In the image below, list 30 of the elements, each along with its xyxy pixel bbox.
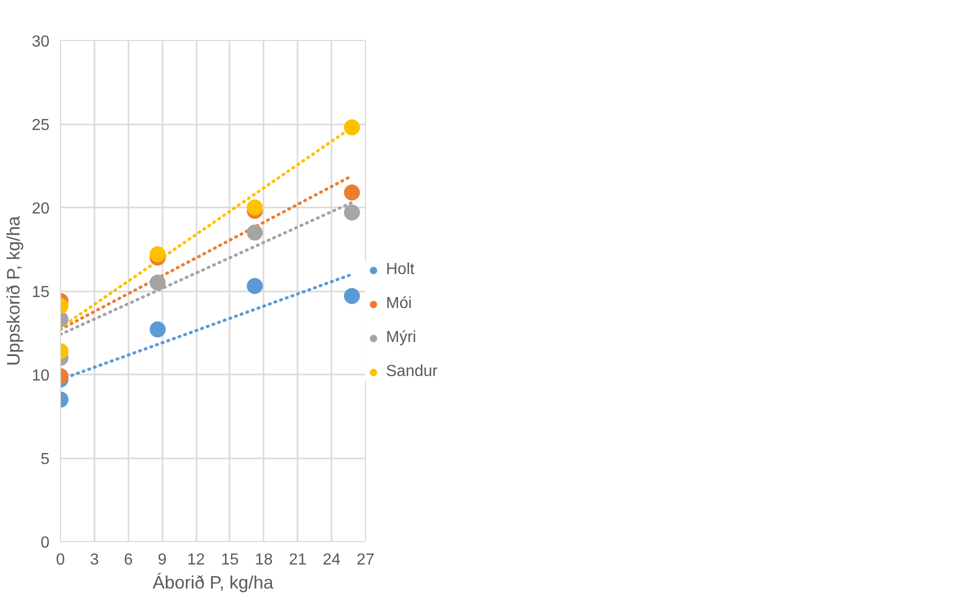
x-tick-label: 6 [124, 552, 133, 568]
y-tick-label: 30 [32, 34, 50, 50]
x-axis-title: Áborið P, kg/ha [152, 572, 274, 592]
y-tick-label: 20 [32, 200, 50, 218]
point [344, 119, 360, 136]
x-tick-label: 18 [254, 552, 273, 568]
legend-label: Holt [386, 261, 416, 279]
x-tick-label: 9 [158, 552, 167, 568]
y-tick-label: 5 [40, 451, 50, 468]
y-tick-label: 25 [32, 117, 50, 134]
point [246, 224, 263, 241]
point [246, 200, 263, 216]
x-tick-label: 21 [288, 552, 307, 568]
x-tick-label: 0 [56, 552, 66, 568]
x-tick-label: 27 [356, 552, 374, 568]
y-tick-label: 10 [32, 368, 50, 384]
y-tick-label: 0 [40, 534, 50, 552]
x-tick-label: 15 [221, 552, 239, 568]
point [246, 278, 263, 294]
legend-label: Mói [386, 295, 413, 313]
legend-label: Mýri [386, 329, 418, 347]
y-tick-label: 15 [32, 284, 50, 301]
x-tick-label: 24 [322, 552, 341, 568]
y-axis-title: Uppskorið P, kg/ha [4, 215, 24, 366]
x-tick-label: 12 [187, 552, 206, 568]
x-tick-label: 3 [90, 552, 99, 568]
point [344, 184, 360, 200]
point [344, 288, 360, 304]
point [344, 204, 360, 220]
legend-label: Sandur [386, 363, 439, 381]
